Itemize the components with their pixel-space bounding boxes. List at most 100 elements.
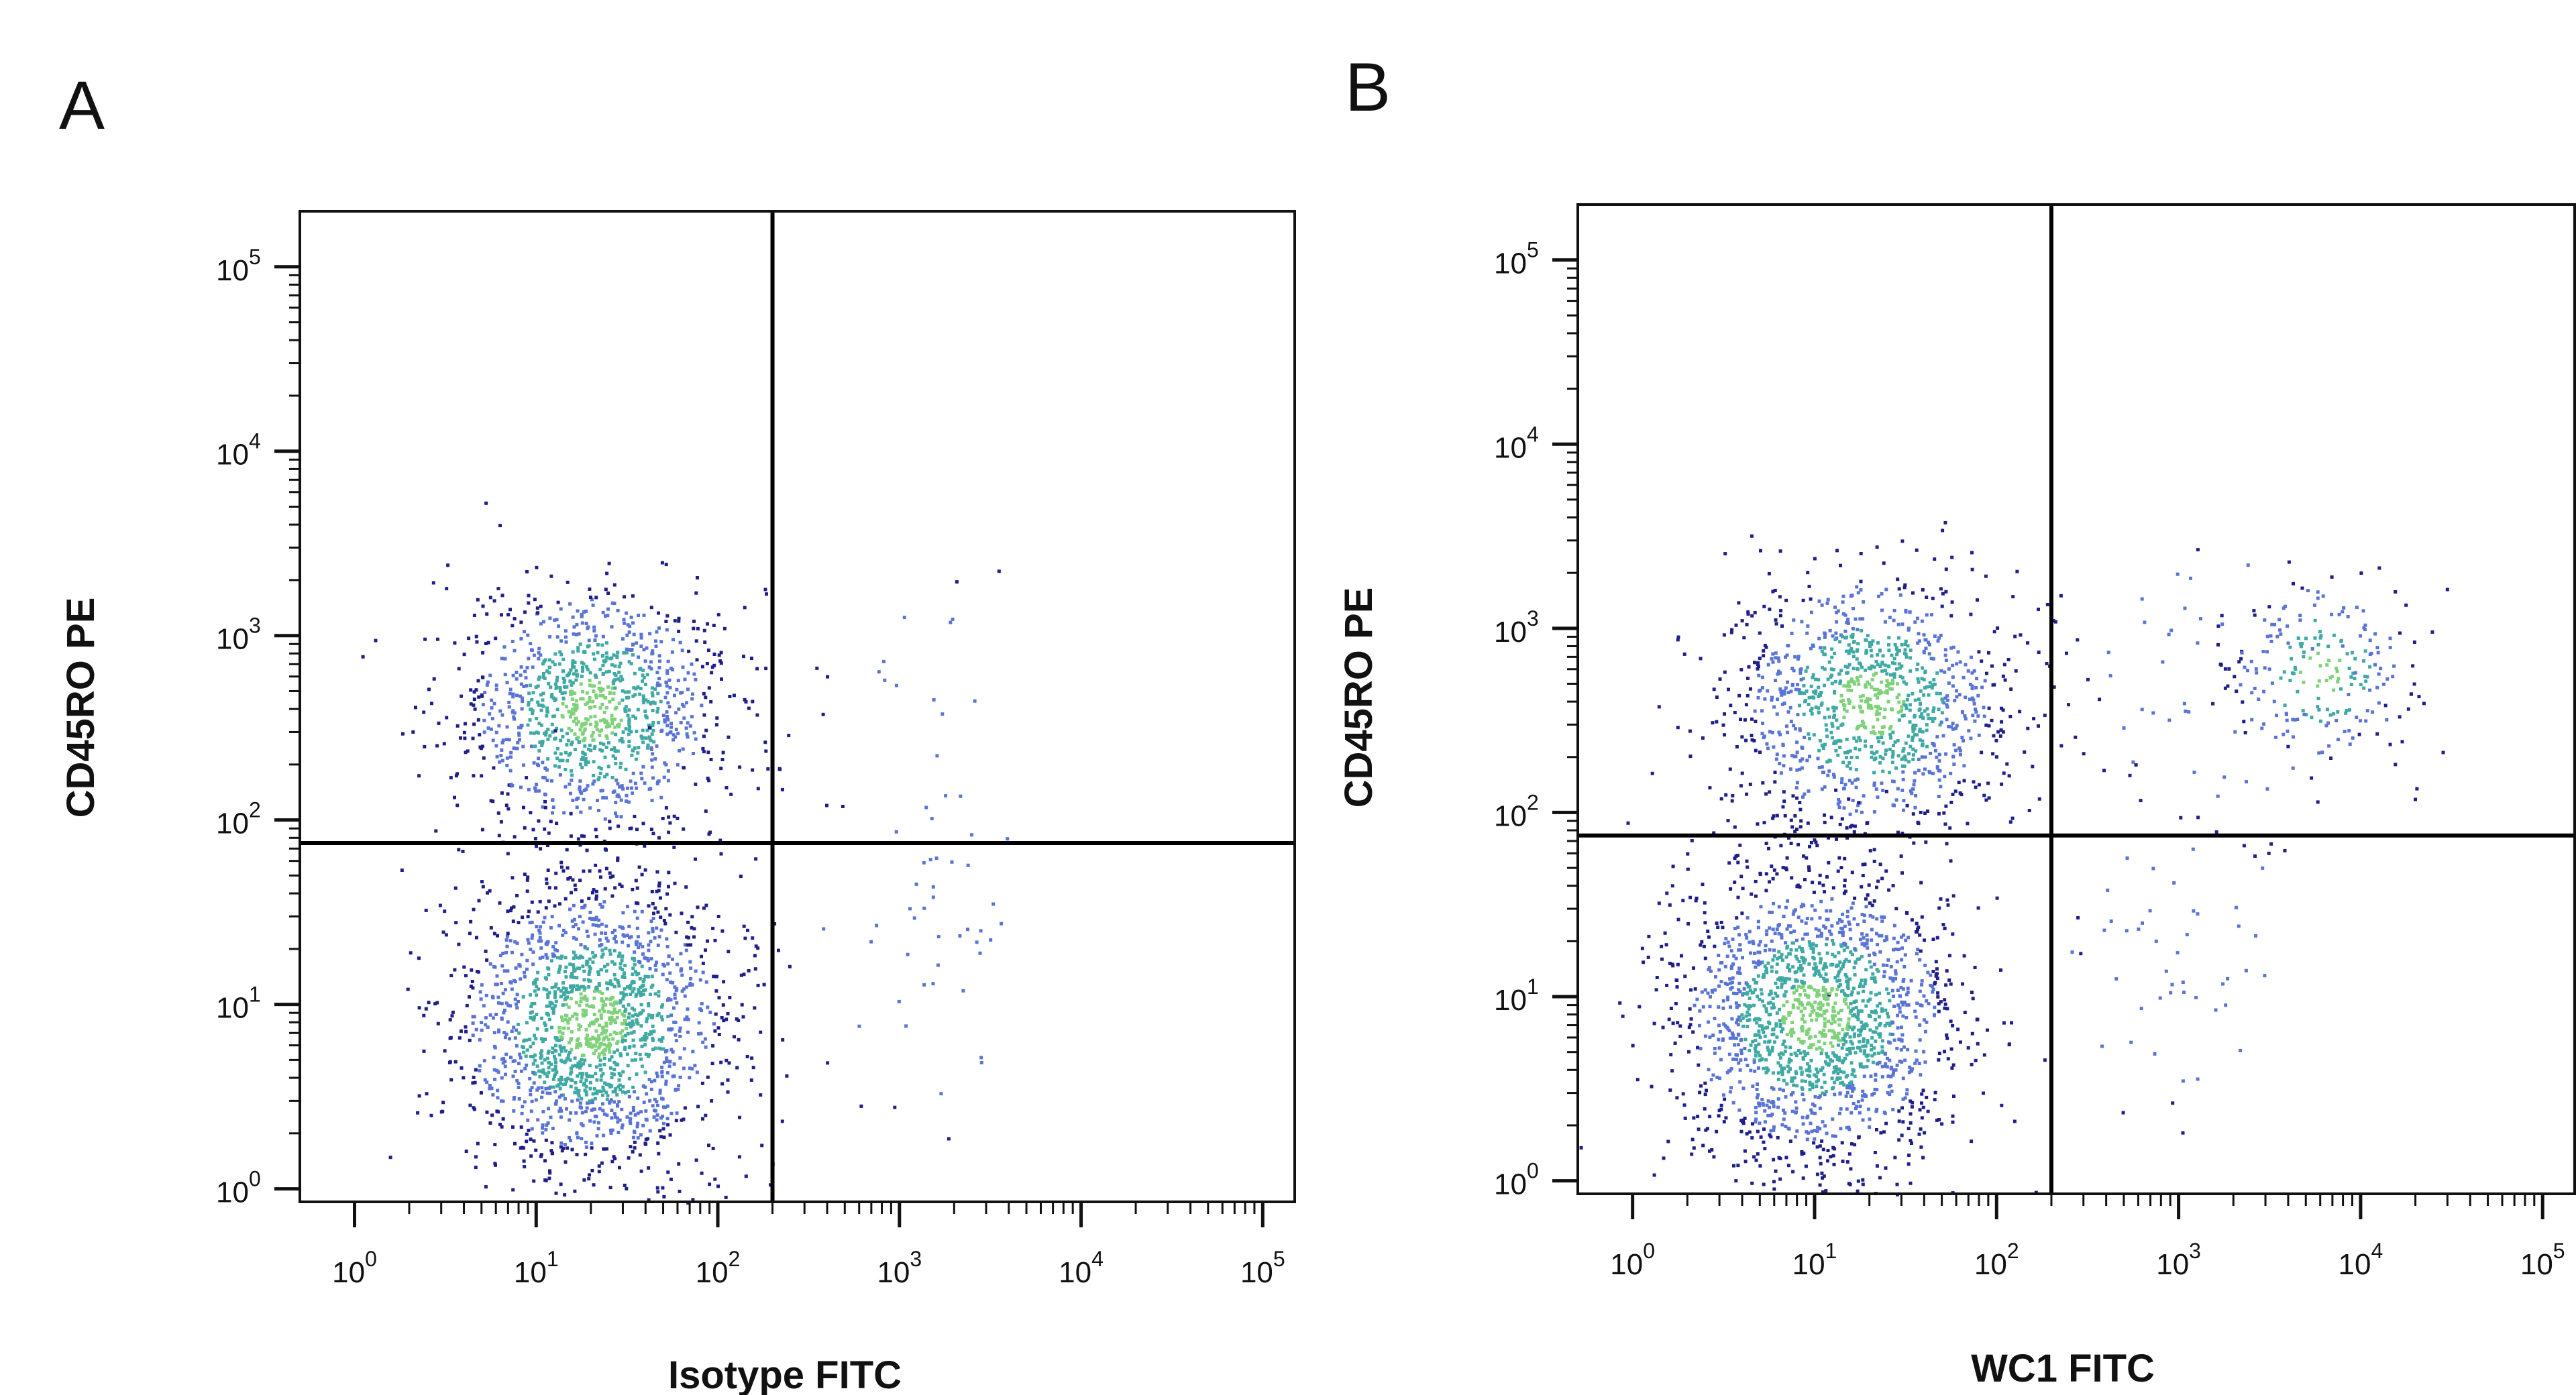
event-dot	[629, 779, 633, 783]
event-dot	[576, 1074, 580, 1078]
event-dot	[527, 701, 531, 705]
event-dot	[642, 989, 646, 993]
event-dot	[611, 996, 614, 999]
event-dot	[958, 934, 962, 938]
event-dot	[651, 1048, 655, 1052]
event-dot	[619, 999, 623, 1003]
event-dot	[1847, 1017, 1851, 1021]
event-dot	[1823, 890, 1826, 894]
event-dot	[542, 660, 546, 664]
event-dot	[616, 1120, 620, 1124]
event-dot	[601, 1029, 605, 1033]
event-dot	[1841, 1080, 1845, 1084]
event-dot	[1739, 875, 1743, 879]
event-dot	[591, 951, 595, 955]
event-dot	[1660, 944, 1664, 948]
event-dot	[1843, 884, 1847, 888]
event-dot	[1870, 1036, 1874, 1040]
event-dot	[611, 1037, 615, 1041]
event-dot	[578, 785, 582, 789]
event-dot	[1801, 795, 1805, 799]
event-dot	[586, 667, 590, 671]
event-dot	[1764, 944, 1768, 948]
event-dot	[1892, 936, 1896, 940]
event-dot	[672, 733, 676, 737]
event-dot	[1900, 1060, 1904, 1064]
event-dot	[672, 638, 675, 642]
event-dot	[1778, 732, 1782, 736]
event-dot	[514, 966, 518, 970]
event-dot	[555, 618, 559, 622]
event-dot	[1749, 1068, 1753, 1072]
event-dot	[539, 1153, 543, 1157]
event-dot	[1950, 600, 1954, 604]
event-dot	[1968, 698, 1972, 701]
event-dot	[1909, 1121, 1913, 1125]
event-dot	[1955, 695, 1959, 699]
event-dot	[613, 1090, 617, 1093]
event-dot	[604, 1003, 608, 1007]
event-dot	[1992, 630, 1996, 634]
event-dot	[601, 663, 605, 667]
event-dot	[625, 696, 629, 700]
event-dot	[584, 1145, 588, 1149]
event-dot	[1856, 628, 1860, 632]
event-dot	[1754, 1050, 1758, 1054]
event-dot	[576, 673, 580, 677]
event-dot	[604, 924, 608, 928]
event-dot	[1792, 755, 1796, 759]
event-dot	[534, 1098, 538, 1102]
event-dot	[1969, 612, 1973, 616]
event-dot	[604, 867, 608, 871]
event-dot	[759, 1030, 763, 1034]
event-dot	[714, 989, 718, 993]
panel-a-frame	[299, 210, 1296, 1203]
event-dot	[1690, 1152, 1694, 1156]
event-dot	[1782, 993, 1786, 997]
event-dot	[1982, 714, 1986, 718]
event-dot	[1772, 814, 1776, 818]
event-dot	[1750, 1136, 1754, 1140]
event-dot	[610, 983, 614, 987]
event-dot	[1830, 673, 1834, 677]
event-dot	[568, 782, 572, 786]
event-dot	[649, 738, 653, 742]
event-dot	[1817, 748, 1821, 752]
event-dot	[1797, 688, 1801, 692]
event-dot	[1714, 975, 1717, 979]
event-dot	[674, 1088, 678, 1092]
event-dot	[690, 662, 694, 666]
event-dot	[1870, 750, 1874, 755]
event-dot	[651, 776, 655, 780]
event-dot	[1832, 775, 1836, 779]
event-dot	[633, 962, 637, 966]
event-dot	[602, 900, 606, 904]
event-dot	[588, 679, 592, 682]
event-dot	[1823, 1093, 1827, 1097]
event-dot	[590, 1146, 594, 1150]
event-dot	[549, 685, 553, 689]
event-dot	[457, 942, 461, 946]
event-dot	[533, 989, 537, 993]
event-dot	[508, 608, 512, 612]
event-dot	[476, 1141, 480, 1146]
event-dot	[1851, 627, 1855, 630]
event-dot	[1711, 721, 1715, 725]
event-dot	[453, 968, 457, 972]
event-dot	[567, 1005, 571, 1009]
event-dot	[602, 1043, 606, 1047]
event-dot	[549, 695, 553, 699]
event-dot	[559, 752, 563, 756]
event-dot	[543, 1080, 547, 1084]
event-dot	[623, 971, 626, 975]
event-dot	[639, 1003, 643, 1007]
event-dot	[1849, 825, 1853, 829]
event-dot	[1741, 1086, 1746, 1091]
event-dot	[706, 649, 710, 652]
event-dot	[1876, 696, 1880, 700]
event-dot	[677, 616, 681, 620]
event-dot	[610, 601, 614, 605]
event-dot	[628, 1021, 632, 1025]
event-dot	[1848, 1025, 1852, 1029]
event-dot	[633, 950, 637, 954]
